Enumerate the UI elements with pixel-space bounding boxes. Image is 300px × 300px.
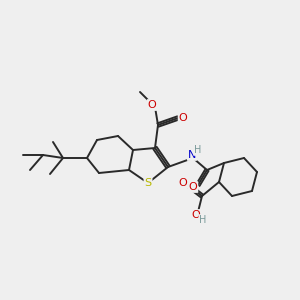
Text: O: O xyxy=(148,100,156,110)
Text: S: S xyxy=(144,178,152,188)
Text: N: N xyxy=(188,150,196,160)
Text: O: O xyxy=(178,178,188,188)
Text: H: H xyxy=(194,145,202,155)
Text: H: H xyxy=(199,215,207,225)
Text: O: O xyxy=(178,113,188,123)
Text: O: O xyxy=(192,210,200,220)
Text: O: O xyxy=(189,182,197,192)
